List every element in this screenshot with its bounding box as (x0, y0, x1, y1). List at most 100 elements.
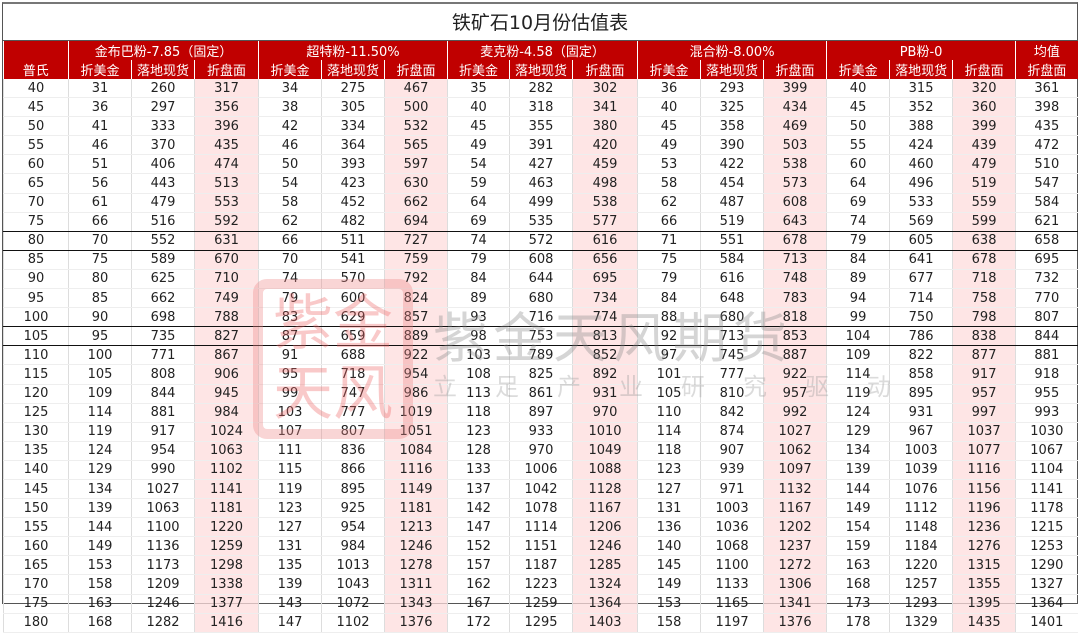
value-cell: 1181 (384, 498, 448, 519)
group-header-average: 均值 (1015, 41, 1078, 60)
table-row: 45 36 297 356 38 305 500 40 318 341 40 325 434 45 352 3… (3, 97, 1078, 118)
value-cell: 774 (572, 307, 638, 328)
value-cell: 317 (193, 79, 259, 99)
value-cell: 59 (447, 173, 510, 194)
platts-price-cell: 65 (3, 173, 69, 194)
value-cell: 168 (68, 613, 132, 633)
value-cell: 315 (889, 79, 953, 99)
value-cell: 149 (637, 574, 701, 595)
value-cell: 74 (258, 269, 322, 290)
value-cell: 66 (637, 212, 701, 232)
value-cell: 1293 (889, 594, 953, 614)
value-cell: 282 (509, 79, 573, 99)
value-cell: 70 (68, 231, 132, 251)
value-cell: 459 (572, 154, 638, 175)
value-cell: 1206 (572, 517, 638, 538)
value-cell: 718 (952, 269, 1016, 290)
value-cell: 140 (637, 536, 701, 557)
value-cell: 970 (572, 403, 638, 423)
value-cell: 334 (321, 116, 385, 137)
value-cell: 710 (193, 269, 259, 290)
value-cell: 388 (889, 116, 953, 137)
average-cell: 1327 (1015, 574, 1078, 595)
platts-price-cell: 85 (3, 250, 69, 270)
value-cell: 565 (384, 135, 448, 156)
platts-price-cell: 145 (3, 479, 69, 500)
value-cell: 572 (509, 231, 573, 251)
table-row: 175 163 1246 1377 143 1072 1343 167 1259 1364 153 1… (3, 594, 1078, 614)
value-cell: 101 (637, 364, 701, 385)
value-cell: 538 (763, 154, 827, 175)
value-cell: 396 (193, 116, 259, 137)
value-cell: 333 (131, 116, 195, 137)
value-cell: 511 (321, 231, 385, 251)
value-cell: 931 (889, 403, 953, 423)
value-cell: 1246 (131, 594, 195, 614)
average-cell: 584 (1015, 193, 1078, 213)
value-cell: 69 (447, 212, 510, 232)
value-cell: 570 (321, 269, 385, 290)
value-cell: 1116 (952, 460, 1016, 480)
average-cell: 695 (1015, 250, 1078, 270)
value-cell: 1037 (952, 422, 1016, 442)
value-cell: 100 (68, 345, 132, 366)
sub-header-landed-spot: 落地现货 (131, 60, 195, 79)
value-cell: 109 (68, 384, 132, 404)
sub-header-futures-equivalent: 折盘面 (763, 60, 827, 79)
table-row: 55 46 370 435 46 364 565 49 391 420 49 390 503 55 424 4… (3, 135, 1078, 156)
value-cell: 144 (68, 517, 132, 538)
value-cell: 149 (68, 536, 132, 557)
value-cell: 118 (637, 441, 701, 461)
value-cell: 153 (637, 594, 701, 614)
value-cell: 1049 (572, 441, 638, 461)
value-cell: 713 (700, 326, 764, 347)
value-cell: 91 (258, 345, 322, 366)
platts-price-cell: 120 (3, 384, 69, 404)
value-cell: 293 (700, 79, 764, 99)
value-cell: 124 (826, 403, 890, 423)
value-cell: 1202 (763, 517, 827, 538)
value-cell: 500 (384, 97, 448, 118)
value-cell: 84 (826, 250, 890, 270)
platts-price-cell: 110 (3, 345, 69, 366)
value-cell: 105 (68, 364, 132, 385)
value-cell: 435 (193, 135, 259, 156)
value-cell: 134 (68, 479, 132, 500)
value-cell: 305 (321, 97, 385, 118)
value-cell: 1027 (131, 479, 195, 500)
value-cell: 49 (637, 135, 701, 156)
value-cell: 498 (572, 173, 638, 194)
value-cell: 70 (258, 250, 322, 270)
value-cell: 907 (700, 441, 764, 461)
value-cell: 54 (258, 173, 322, 194)
platts-price-cell: 130 (3, 422, 69, 442)
value-cell: 745 (700, 345, 764, 366)
value-cell: 971 (700, 479, 764, 500)
value-cell: 677 (889, 269, 953, 290)
value-cell: 866 (321, 460, 385, 480)
average-cell: 1141 (1015, 479, 1078, 500)
value-cell: 119 (68, 422, 132, 442)
value-cell: 858 (889, 364, 953, 385)
value-cell: 734 (572, 288, 638, 309)
value-cell: 992 (763, 403, 827, 423)
value-cell: 1237 (763, 536, 827, 557)
value-cell: 355 (509, 116, 573, 137)
average-cell: 993 (1015, 403, 1078, 423)
value-cell: 58 (258, 193, 322, 213)
value-cell: 45 (637, 116, 701, 137)
value-cell: 608 (509, 250, 573, 270)
value-cell: 625 (131, 269, 195, 290)
value-cell: 139 (68, 498, 132, 519)
corner-cell (3, 41, 69, 60)
value-cell: 695 (572, 269, 638, 290)
value-cell: 970 (509, 441, 573, 461)
value-cell: 1257 (889, 574, 953, 595)
value-cell: 479 (131, 193, 195, 213)
value-cell: 320 (952, 79, 1016, 99)
table-row: 120 109 844 945 99 747 986 113 861 931 105 810 957 11… (3, 384, 1078, 404)
value-cell: 1088 (572, 460, 638, 480)
value-cell: 519 (700, 212, 764, 232)
value-cell: 84 (447, 269, 510, 290)
value-cell: 134 (826, 441, 890, 461)
